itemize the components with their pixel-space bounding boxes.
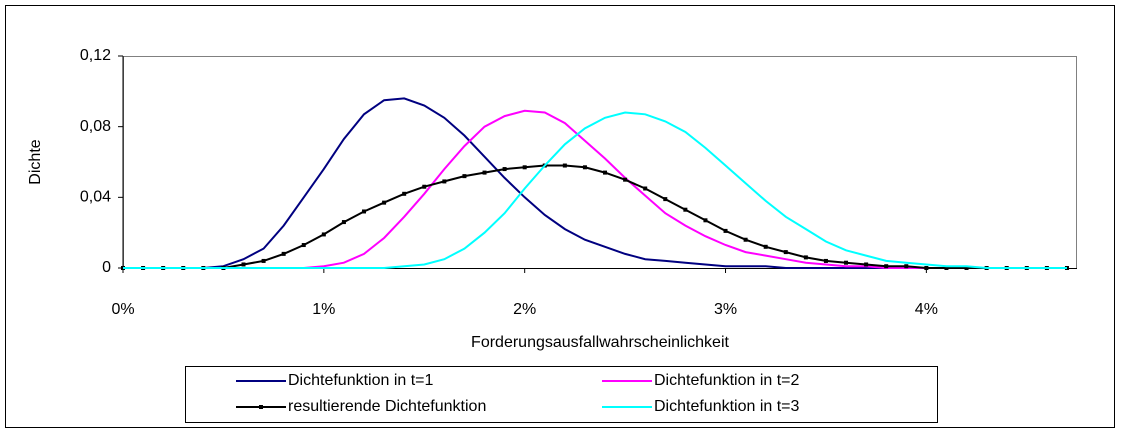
y-axis-title: Dichte [27, 139, 44, 184]
point-marker [663, 197, 668, 202]
point-marker [341, 220, 346, 225]
point-marker [281, 251, 286, 256]
legend-label: Dichtefunktion in t=3 [654, 398, 800, 415]
point-marker [241, 262, 246, 267]
point-marker [944, 266, 949, 270]
legend [185, 366, 938, 423]
point-marker [683, 207, 688, 212]
point-marker [703, 218, 708, 223]
point-marker [763, 244, 768, 249]
y-tick-label: 0 [102, 259, 111, 276]
x-tick-label: 1% [312, 301, 335, 318]
point-marker [743, 237, 748, 242]
y-tick-label: 0,04 [80, 189, 111, 206]
y-tick-label: 0,12 [80, 47, 111, 64]
point-marker [402, 191, 407, 196]
point-marker [643, 186, 648, 191]
point-marker [582, 165, 587, 170]
legend-marker [259, 405, 263, 409]
point-marker [382, 200, 387, 205]
series-line [123, 164, 1067, 269]
point-marker [783, 250, 788, 255]
point-marker [823, 258, 828, 263]
point-marker [522, 165, 527, 170]
point-marker [562, 163, 567, 168]
point-marker [422, 184, 427, 189]
point-marker [362, 209, 367, 214]
point-marker [321, 232, 326, 237]
x-axis-title: Forderungsausfallwahrscheinlichkeit [471, 334, 729, 351]
point-marker [723, 228, 728, 233]
chart-frame [5, 5, 1115, 428]
legend-label: Dichtefunktion in t=1 [288, 372, 434, 389]
point-marker [301, 243, 306, 248]
point-marker [502, 167, 507, 172]
x-tick-label: 0% [111, 301, 134, 318]
point-marker [844, 260, 849, 265]
point-marker [904, 264, 909, 269]
point-marker [623, 177, 628, 182]
legend-label: resultierende Dichtefunktion [288, 398, 486, 415]
point-marker [462, 174, 467, 179]
point-marker [864, 262, 869, 267]
point-marker [261, 258, 266, 263]
point-marker [964, 266, 969, 270]
x-tick-label: 3% [714, 301, 737, 318]
point-marker [803, 255, 808, 260]
legend-label: Dichtefunktion in t=2 [654, 372, 800, 389]
point-marker [924, 266, 929, 270]
point-marker [603, 170, 608, 175]
x-tick-label: 4% [915, 301, 938, 318]
series-line [123, 111, 1067, 269]
point-marker [442, 179, 447, 184]
point-marker [884, 264, 889, 269]
y-tick-label: 0,08 [80, 118, 111, 135]
x-tick-label: 2% [513, 301, 536, 318]
point-marker [482, 170, 487, 175]
